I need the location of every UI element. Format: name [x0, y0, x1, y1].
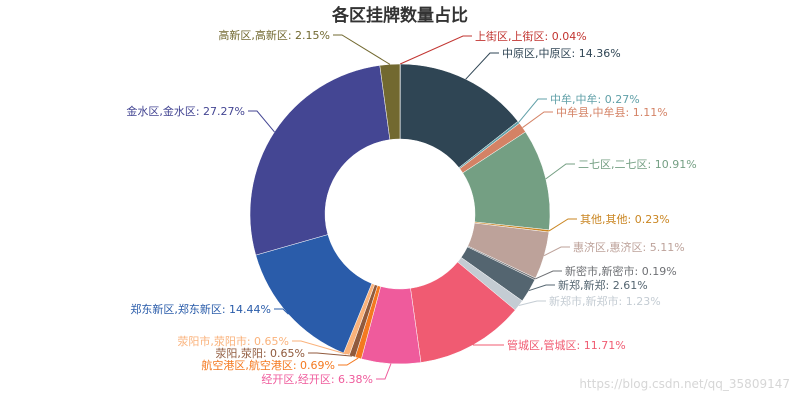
leader-line-7 [535, 270, 562, 280]
slice-17[interactable] [379, 63, 401, 140]
leader-line-15 [274, 308, 289, 315]
slice-label-8: 新郑,新郑: 2.61% [558, 278, 648, 292]
leader-line-1 [465, 52, 499, 80]
leader-line-8 [528, 284, 555, 292]
slice-label-17: 高新区,高新区: 2.15% [218, 28, 330, 42]
slice-label-13: 荥阳,荥阳: 0.65% [215, 346, 305, 360]
slices-group [249, 63, 551, 365]
leader-line-4 [545, 163, 575, 180]
watermark: https://blog.csdn.net/qq_35809147 [579, 377, 790, 391]
slice-16[interactable] [249, 65, 391, 256]
slice-label-9: 新郑市,新郑市: 1.23% [549, 294, 661, 308]
leader-line-16 [248, 110, 275, 133]
leader-line-13 [308, 352, 353, 357]
slice-label-14: 荥阳市,荥阳市: 0.65% [177, 334, 289, 348]
slice-label-2: 中牟,中牟: 0.27% [550, 92, 640, 106]
leader-line-14 [292, 340, 347, 355]
labels-group: 上街区,上街区: 0.04% 中原区,中原区: 14.36% 中牟,中牟: 0.27… [126, 28, 696, 386]
slice-label-16: 金水区,金水区: 27.27% [126, 104, 245, 118]
slice-label-1: 中原区,中原区: 14.36% [502, 47, 621, 60]
leader-line-3 [522, 111, 553, 128]
slice-label-7: 新密市,新密市: 0.19% [565, 264, 677, 278]
slice-label-11: 经开区,经开区: 6.38% [261, 373, 373, 386]
slice-label-5: 其他,其他: 0.23% [580, 213, 670, 226]
leader-line-0 [399, 35, 472, 65]
slice-label-12: 航空港区,航空港区: 0.69% [201, 358, 335, 372]
slice-label-4: 二七区,二七区: 10.91% [578, 158, 697, 171]
slice-label-15: 郑东新区,郑东新区: 14.44% [130, 302, 271, 316]
leader-line-9 [518, 300, 546, 307]
leader-line-6 [543, 246, 570, 257]
leader-line-12 [338, 357, 359, 366]
leader-line-17 [333, 34, 391, 65]
leader-line-2 [518, 98, 547, 123]
slice-label-3: 中牟县,中牟县: 1.11% [556, 105, 668, 119]
slice-label-10: 管城区,管城区: 11.71% [507, 338, 626, 352]
slice-label-0: 上街区,上街区: 0.04% [475, 29, 587, 43]
leader-line-5 [548, 218, 577, 232]
chart-title: 各区挂牌数量占比 [331, 5, 468, 26]
leader-line-11 [376, 363, 392, 380]
slice-label-6: 惠济区,惠济区: 5.11% [573, 240, 685, 254]
leader-lines-group [248, 34, 577, 380]
